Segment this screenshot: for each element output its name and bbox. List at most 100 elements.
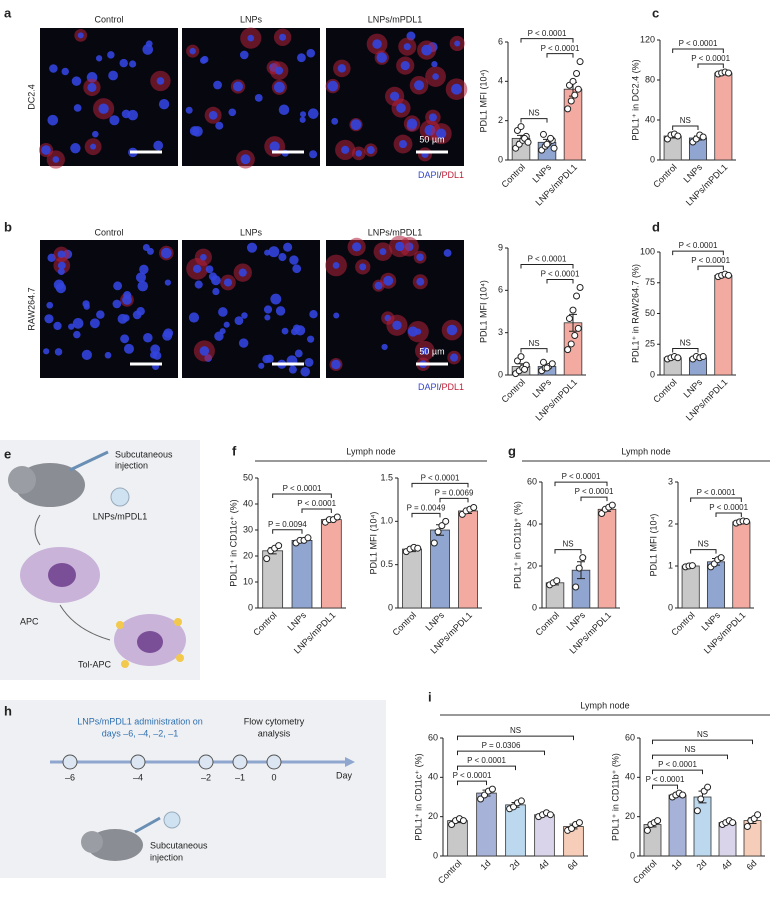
nucleus (309, 150, 318, 159)
nucleus (54, 348, 63, 356)
y-tick-label: 0 (248, 602, 253, 612)
comparison-label: P < 0.0001 (528, 29, 567, 38)
nucleus (331, 117, 339, 125)
nucleus (112, 299, 122, 309)
y-axis-label: PDL1⁺ in CD11c⁺ (%) (228, 499, 238, 586)
nucleus (299, 116, 306, 123)
comparison-bracket (554, 481, 608, 487)
nucleus (192, 264, 202, 274)
comparison-bracket (272, 493, 332, 498)
column-label: LNPs (240, 14, 263, 24)
y-tick-label: 0 (532, 602, 537, 612)
stain-stain_dapi: DAPI (418, 170, 439, 180)
timeline-point (232, 754, 248, 770)
nucleus (213, 80, 222, 90)
bar (681, 565, 700, 609)
nucleus (239, 50, 249, 60)
syringe (134, 816, 161, 834)
nucleus (450, 353, 459, 362)
nucleus (376, 52, 388, 63)
nucleus (223, 278, 233, 287)
nucleus (234, 316, 244, 325)
nucleus (107, 51, 115, 59)
data-point (576, 58, 584, 66)
nucleus (90, 143, 97, 150)
nucleus (108, 70, 119, 81)
comparison-label: P = 0.0094 (268, 520, 307, 529)
x-tick-label: LNPs (564, 610, 587, 633)
data-point (573, 69, 581, 77)
tol-apc-nucleus (137, 631, 163, 653)
comparison-label: NS (698, 540, 709, 549)
comparison-bracket (652, 739, 753, 745)
nucleus (43, 348, 50, 355)
data-point (654, 817, 662, 825)
analysis-label: Flow cytometry (244, 716, 305, 726)
mouse-head (81, 831, 103, 853)
comparison-label: NS (697, 730, 708, 739)
nucleus (400, 61, 410, 71)
timeline-label: –2 (201, 772, 211, 782)
x-tick-label: LNPs (423, 610, 446, 633)
row-label: DC2.4 (26, 84, 36, 110)
nucleus (366, 146, 375, 155)
nucleus (223, 321, 230, 328)
nucleus (47, 114, 59, 126)
nucleus (146, 247, 154, 255)
comparison-label: P < 0.0001 (646, 775, 685, 784)
data-point (573, 292, 581, 300)
y-axis-label: PDL1 MFI (10⁴) (478, 70, 488, 133)
comparison-label: NS (510, 726, 521, 735)
nucleus (53, 321, 62, 331)
bar (732, 521, 751, 609)
nucleus (416, 277, 425, 286)
y-axis-label: PDL1 MFI (10⁴) (368, 512, 378, 575)
lnp (110, 487, 130, 507)
stain-stain_pdl1: PDL1 (441, 382, 464, 392)
nucleus (289, 255, 299, 265)
nucleus (57, 250, 66, 259)
stain-legend: DAPI/PDL1 (418, 170, 464, 180)
comparison-label: P < 0.0001 (562, 472, 601, 481)
nucleus (81, 349, 92, 360)
bar (714, 274, 733, 376)
comparison-label: NS (562, 540, 573, 549)
x-tick-label: 4d (719, 858, 733, 872)
y-tick-label: 20 (625, 811, 635, 821)
comparison-bracket (457, 750, 545, 756)
comparison-label: P < 0.0001 (283, 484, 322, 493)
pdl1-marker (121, 660, 129, 668)
comparison-label: P < 0.0001 (691, 54, 730, 63)
comparison-bracket (672, 125, 699, 130)
panel-label: b (4, 219, 12, 234)
data-point (569, 77, 577, 85)
nucleus (153, 140, 164, 151)
bar (476, 792, 497, 857)
nucleus (57, 261, 66, 270)
nucleus (270, 293, 282, 305)
data-point (550, 144, 558, 152)
nucleus (436, 128, 447, 139)
bar (668, 794, 687, 857)
injection-label: injection (150, 852, 183, 862)
stain-stain_pdl1: PDL1 (441, 170, 464, 180)
nucleus (232, 81, 244, 92)
comparison-label: NS (528, 109, 539, 118)
nucleus (132, 310, 142, 320)
data-point (564, 346, 572, 354)
y-tick-label: 40 (428, 772, 438, 782)
nucleus (288, 365, 297, 374)
comparison-bracket (272, 529, 303, 534)
comparison-label: P < 0.0001 (541, 44, 580, 53)
data-point (674, 354, 682, 362)
y-tick-label: 60 (527, 476, 537, 486)
data-point (693, 807, 701, 815)
nucleus (121, 109, 131, 119)
y-tick-label: 0.5 (380, 559, 393, 569)
data-point (517, 797, 525, 805)
nucleus (200, 253, 207, 261)
y-tick-label: 6 (498, 285, 503, 295)
analysis-label: analysis (258, 728, 291, 738)
comparison-bracket (697, 265, 724, 271)
